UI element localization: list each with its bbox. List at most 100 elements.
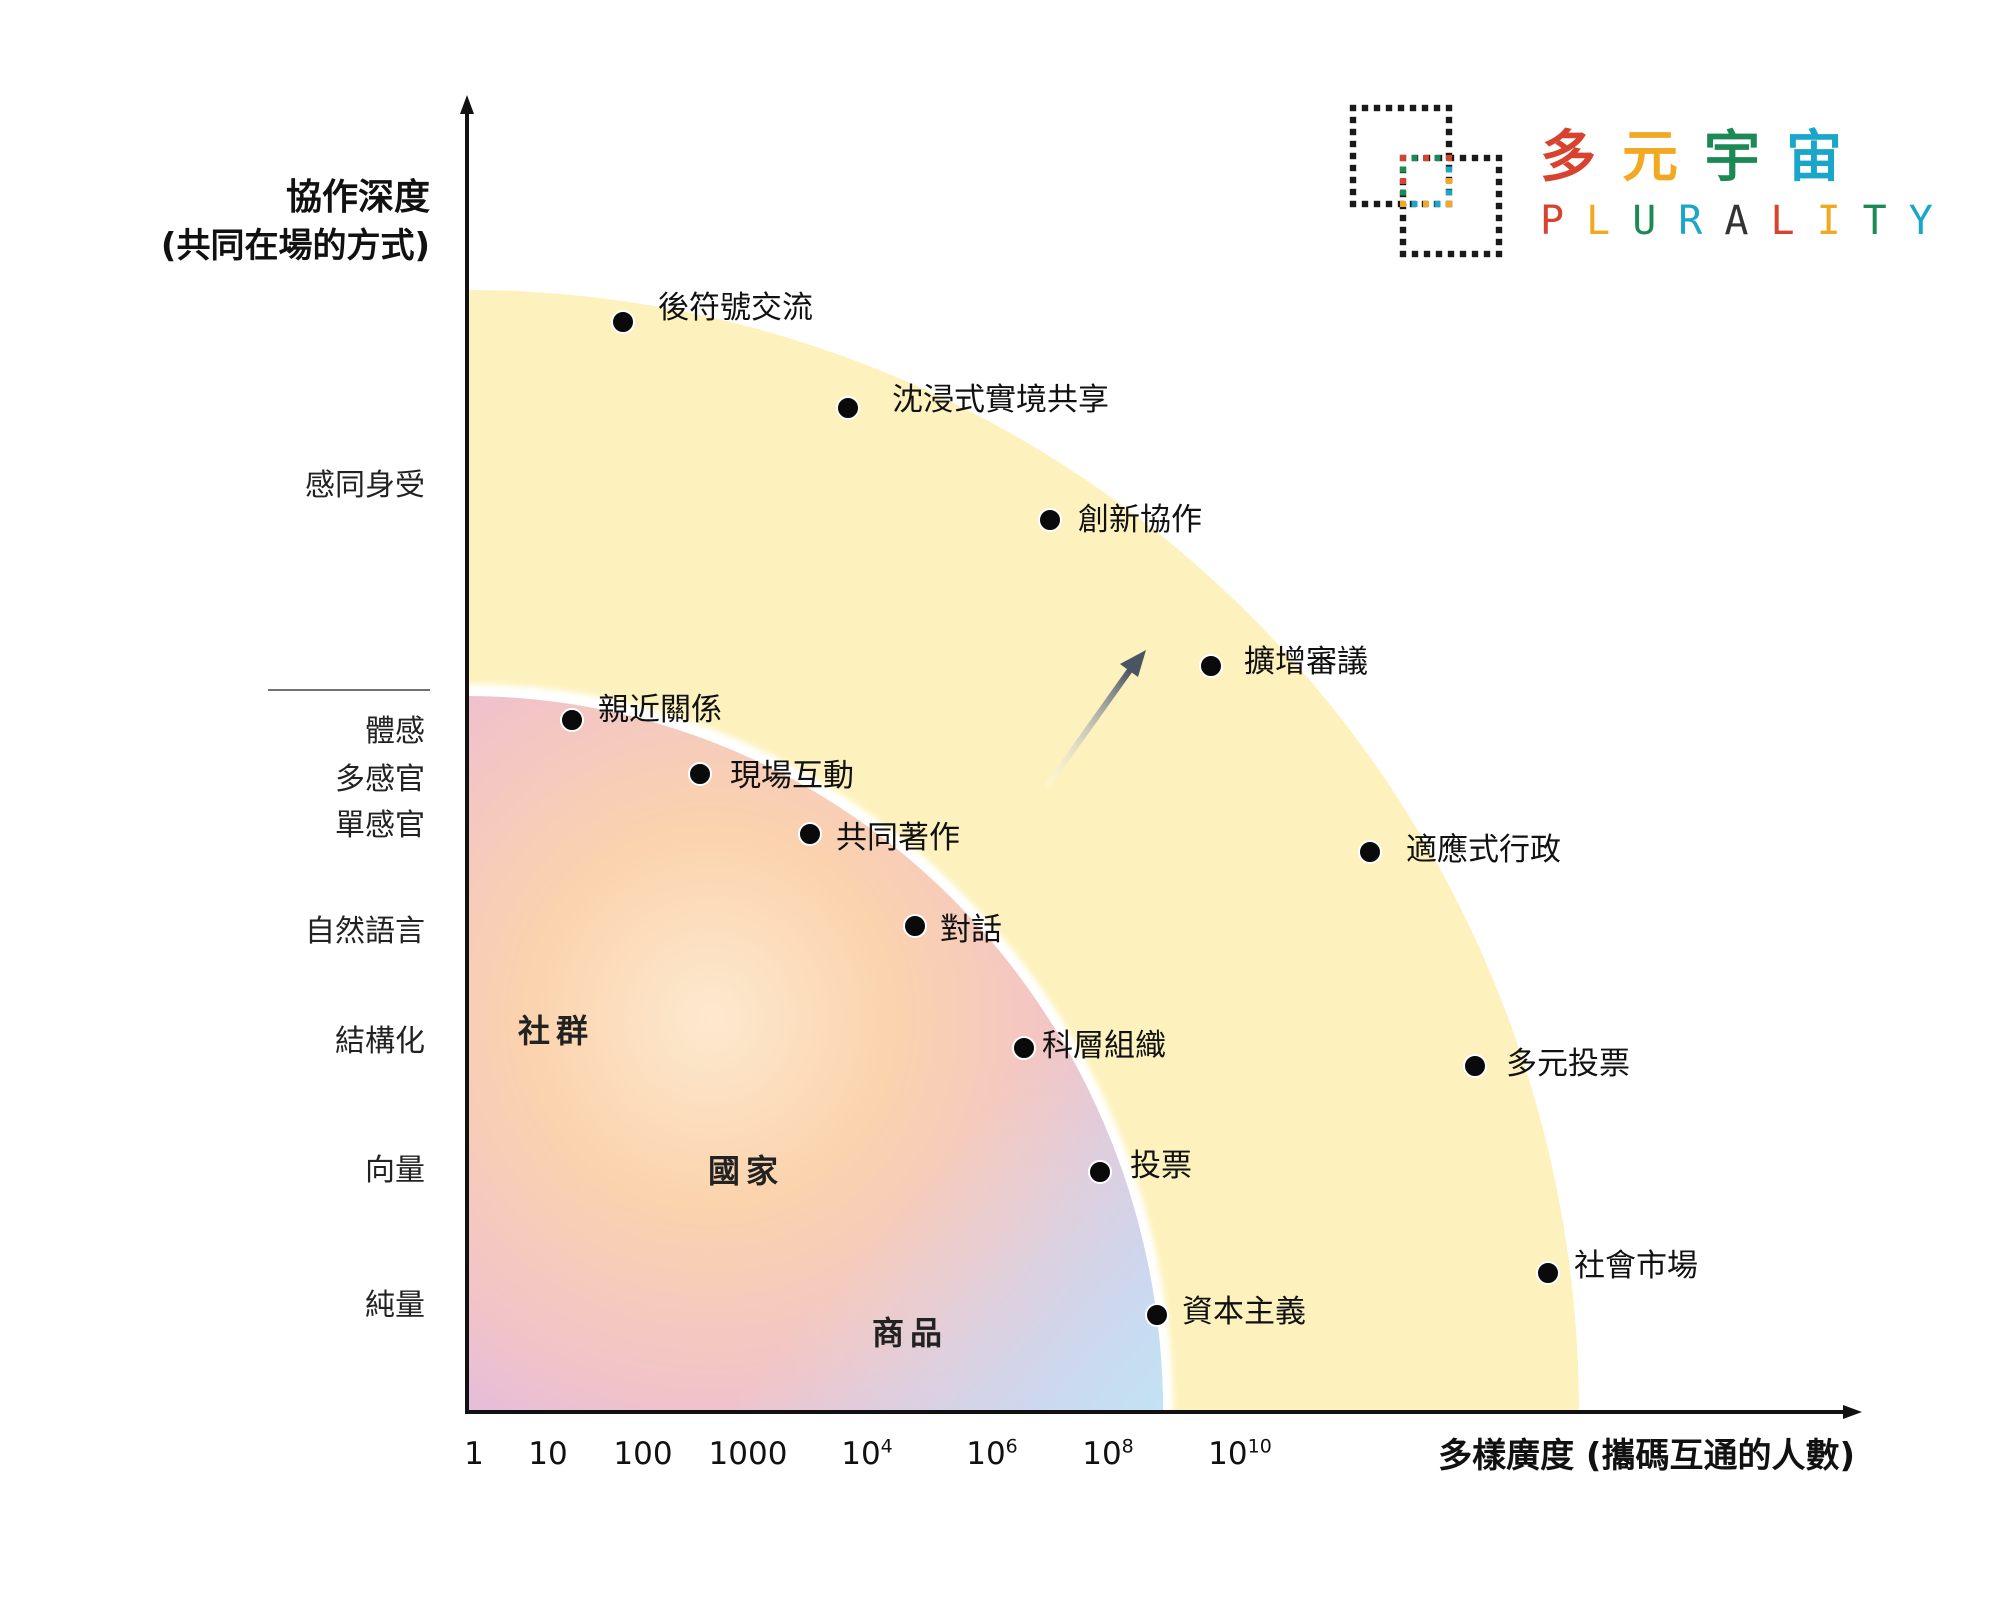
- logo-char: 宇: [1704, 125, 1786, 190]
- logo-dot: [1495, 250, 1503, 258]
- logo-dot: [1423, 250, 1431, 258]
- logo-dot: [1471, 154, 1479, 162]
- logo-dot: [1349, 188, 1357, 196]
- y-tick-label: 純量: [365, 1288, 425, 1323]
- region-label-community: 社群: [518, 1012, 595, 1050]
- point-label: 資本主義: [1182, 1294, 1306, 1330]
- logo-chinese: 多元宇宙: [1540, 112, 1868, 193]
- logo-dot: [1400, 189, 1406, 196]
- logo-letter: T: [1862, 198, 1909, 244]
- logo-char: 多: [1540, 125, 1622, 190]
- logo-dot: [1446, 155, 1452, 161]
- logo-dot: [1397, 104, 1405, 112]
- logo-dot: [1399, 214, 1407, 222]
- logo-dot: [1495, 154, 1503, 162]
- logo-dot: [1433, 104, 1441, 112]
- logo-dot: [1459, 154, 1467, 162]
- logo-dot: [1361, 104, 1369, 112]
- logo-dot: [1483, 250, 1491, 258]
- inner-point: [903, 914, 927, 938]
- logo-dot: [1446, 178, 1452, 184]
- logo-letter: U: [1632, 198, 1679, 244]
- logo-letter: P: [1540, 198, 1587, 244]
- logo-letter: I: [1816, 198, 1863, 244]
- logo-dot: [1349, 128, 1357, 136]
- logo-dot: [1434, 155, 1441, 161]
- logo-dot: [1400, 178, 1406, 184]
- y-tick-label: 向量: [365, 1153, 425, 1188]
- point-label: 創新協作: [1078, 502, 1202, 538]
- x-tick-label: 1000: [708, 1436, 788, 1472]
- logo-dot: [1400, 166, 1406, 173]
- logo-dot: [1411, 250, 1419, 258]
- plurality-dotted-squares-icon: [1349, 104, 1503, 258]
- logo-dot: [1399, 226, 1407, 234]
- logo-dot: [1483, 154, 1491, 162]
- y-tick-label: 多感官: [335, 762, 425, 797]
- y-tick-label: 單感官: [335, 808, 425, 843]
- point-label: 後符號交流: [658, 290, 813, 326]
- logo-letter: R: [1678, 198, 1725, 244]
- y-axis-subtitle: (共同在場的方式): [160, 226, 430, 266]
- inner-region-blue-tint: [467, 696, 1163, 1412]
- logo-dot: [1495, 178, 1503, 186]
- points-layer: [560, 310, 1560, 1327]
- x-tick-label: 106: [966, 1435, 1018, 1472]
- outer-point: [611, 310, 635, 334]
- x-axis-arrowhead: [1843, 1405, 1862, 1419]
- logo-dot: [1495, 226, 1503, 234]
- x-tick-label: 1010: [1208, 1435, 1272, 1472]
- outer-point: [1199, 654, 1223, 678]
- expansion-arrowhead: [1120, 650, 1146, 677]
- outer-point: [836, 396, 860, 420]
- logo-dot: [1446, 201, 1452, 207]
- inner-point: [560, 708, 584, 732]
- x-tick-label: 108: [1082, 1435, 1134, 1472]
- logo-dot: [1349, 116, 1357, 124]
- outer-point: [1038, 508, 1062, 532]
- inner-point: [1145, 1303, 1169, 1327]
- inner-point: [688, 762, 712, 786]
- x-tick-label: 10: [528, 1436, 568, 1472]
- logo-dot: [1373, 200, 1381, 208]
- logo-dot: [1349, 176, 1357, 184]
- point-label: 多元投票: [1506, 1046, 1630, 1082]
- outer-point: [1536, 1261, 1560, 1285]
- logo-dot: [1423, 201, 1429, 207]
- x-tick-label: 100: [613, 1436, 673, 1472]
- logo-dot: [1400, 201, 1406, 207]
- logo-dot: [1409, 104, 1417, 112]
- logo-dot: [1459, 250, 1467, 258]
- y-axis-title: 協作深度: [285, 177, 430, 218]
- y-axis-arrowhead: [460, 95, 474, 114]
- logo-dot: [1421, 104, 1429, 112]
- point-label: 共同著作: [836, 820, 960, 856]
- logo-dot: [1445, 116, 1453, 124]
- logo-dot: [1495, 190, 1503, 198]
- logo-dot: [1399, 238, 1407, 246]
- point-label: 投票: [1130, 1148, 1192, 1184]
- logo-dot: [1435, 250, 1443, 258]
- point-label: 社會市場: [1574, 1248, 1698, 1284]
- logo-dot: [1349, 164, 1357, 172]
- logo-char: 宙: [1786, 125, 1868, 190]
- point-label: 適應式行政: [1406, 832, 1561, 868]
- logo-dot: [1445, 128, 1453, 136]
- logo-dot: [1434, 201, 1441, 207]
- logo-dot: [1445, 140, 1453, 148]
- logo-letter: L: [1586, 198, 1633, 244]
- point-label: 沈浸式實境共享: [892, 382, 1109, 418]
- logo-english: PLURALITY: [1540, 198, 1955, 244]
- logo-dot: [1411, 155, 1418, 161]
- logo-dot: [1349, 152, 1357, 160]
- logo-dot: [1495, 238, 1503, 246]
- logo-dot: [1471, 250, 1479, 258]
- point-label: 擴增審議: [1244, 644, 1368, 680]
- logo-dot: [1400, 155, 1406, 161]
- logo-letter: A: [1724, 198, 1771, 244]
- y-tick-label: 結構化: [335, 1024, 425, 1059]
- logo-dot: [1361, 200, 1369, 208]
- logo-dot: [1399, 250, 1407, 258]
- region-label-commodity: 商品: [872, 1314, 949, 1352]
